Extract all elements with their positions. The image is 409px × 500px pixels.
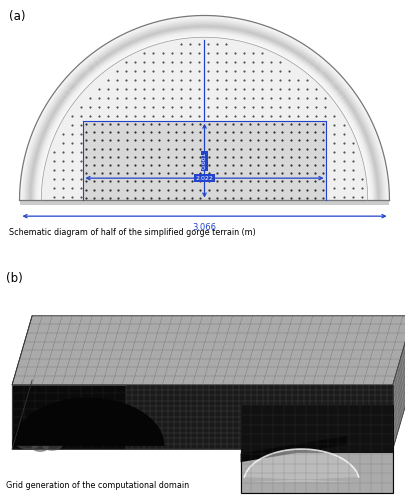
Polygon shape <box>20 16 389 200</box>
Polygon shape <box>27 24 382 201</box>
Polygon shape <box>27 22 382 201</box>
Polygon shape <box>12 398 164 446</box>
Polygon shape <box>34 30 375 200</box>
Polygon shape <box>25 20 384 201</box>
Polygon shape <box>25 22 384 201</box>
Polygon shape <box>12 384 393 449</box>
Polygon shape <box>240 436 347 462</box>
Polygon shape <box>33 28 376 200</box>
Polygon shape <box>126 384 393 449</box>
Polygon shape <box>38 34 371 200</box>
Polygon shape <box>30 26 379 201</box>
Text: 2.022: 2.022 <box>196 176 213 180</box>
Polygon shape <box>37 33 372 200</box>
Polygon shape <box>244 449 360 482</box>
Text: Grid generation of the computational domain: Grid generation of the computational dom… <box>6 481 189 490</box>
Polygon shape <box>30 26 379 201</box>
Polygon shape <box>12 316 409 384</box>
Polygon shape <box>41 37 368 200</box>
Polygon shape <box>22 18 387 200</box>
Polygon shape <box>36 32 373 200</box>
Polygon shape <box>40 36 369 200</box>
Polygon shape <box>28 24 381 201</box>
Polygon shape <box>29 25 380 201</box>
Circle shape <box>42 438 62 450</box>
Polygon shape <box>35 30 374 200</box>
Circle shape <box>16 435 40 449</box>
Polygon shape <box>21 17 388 200</box>
Polygon shape <box>32 28 377 201</box>
Polygon shape <box>83 120 326 200</box>
Polygon shape <box>33 30 376 200</box>
Polygon shape <box>26 22 383 201</box>
Polygon shape <box>40 36 369 200</box>
Polygon shape <box>240 406 393 492</box>
Text: 3.066: 3.066 <box>193 223 216 232</box>
Polygon shape <box>20 16 389 200</box>
Text: Schematic diagram of half of the simplified gorge terrain (m): Schematic diagram of half of the simplif… <box>9 228 256 237</box>
Polygon shape <box>240 406 393 454</box>
Polygon shape <box>24 20 385 201</box>
Polygon shape <box>38 34 371 200</box>
Polygon shape <box>31 27 378 201</box>
Text: 0.661: 0.661 <box>202 152 207 170</box>
Polygon shape <box>22 18 387 201</box>
Polygon shape <box>23 19 386 201</box>
Polygon shape <box>36 32 373 200</box>
Text: (a): (a) <box>9 10 25 23</box>
Polygon shape <box>393 316 409 449</box>
Text: (b): (b) <box>6 272 23 285</box>
Circle shape <box>32 442 48 452</box>
Polygon shape <box>39 35 370 200</box>
Polygon shape <box>20 200 389 205</box>
